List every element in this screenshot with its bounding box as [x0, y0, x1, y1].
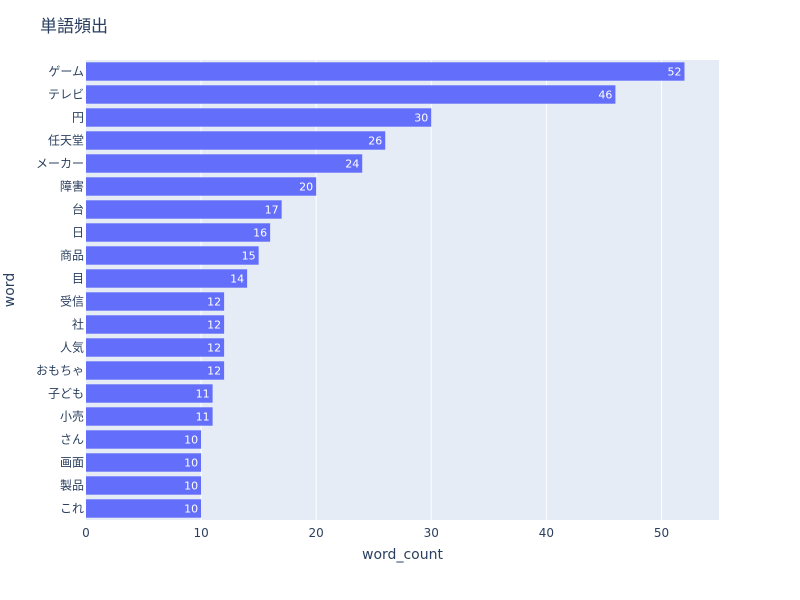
bar-value-label: 30 — [414, 112, 428, 125]
y-tick-label: メーカー — [36, 157, 84, 171]
bar-value-label: 11 — [196, 411, 210, 424]
bar — [86, 177, 317, 196]
bar-value-label: 14 — [230, 273, 244, 286]
bar — [86, 200, 282, 219]
bar-value-label: 11 — [196, 388, 210, 401]
bar-value-labels: 52 46 30 26 24 20 17 16 15 14 12 12 12 12 11 11 10 10 10 10 — [184, 66, 681, 516]
bar — [86, 315, 225, 334]
x-tick-label: 20 — [309, 526, 324, 540]
bar — [86, 246, 259, 265]
bar — [86, 154, 363, 173]
y-tick-label: ゲーム — [48, 65, 84, 79]
y-tick-label: 子ども — [48, 387, 84, 401]
bar-value-label: 52 — [667, 66, 681, 79]
bar-value-label: 10 — [184, 503, 198, 516]
bar-value-label: 20 — [299, 181, 313, 194]
x-tick-label: 50 — [654, 526, 669, 540]
bar — [86, 499, 202, 518]
plot-area — [86, 60, 719, 520]
bar — [86, 476, 202, 495]
y-tick-label: 受信 — [60, 295, 84, 309]
bar — [86, 108, 432, 127]
y-tick-label: これ — [60, 502, 84, 516]
bar — [86, 292, 225, 311]
y-tick-labels: ゲームテレビ円任天堂メーカー障害台日商品目受信社人気おもちゃ子ども小売さん画面製… — [36, 65, 84, 516]
bar — [86, 131, 386, 150]
x-tick-labels: 0 10 20 30 40 50 — [82, 526, 669, 540]
x-axis-title: word_count — [362, 547, 443, 563]
bar — [86, 453, 202, 472]
y-tick-label: 人気 — [60, 340, 84, 355]
bars — [86, 62, 685, 518]
bar-value-label: 46 — [598, 89, 612, 102]
y-tick-label: 社 — [72, 317, 84, 332]
bar-value-label: 12 — [207, 319, 221, 332]
y-tick-label: さん — [60, 433, 84, 447]
y-tick-label: 台 — [72, 202, 84, 217]
y-tick-label: 日 — [72, 226, 84, 240]
y-tick-label: 製品 — [60, 479, 84, 493]
bar-value-label: 12 — [207, 365, 221, 378]
y-tick-label: 商品 — [60, 248, 84, 263]
y-tick-label: テレビ — [48, 88, 84, 102]
bar — [86, 407, 213, 426]
bar — [86, 85, 616, 104]
bar — [86, 338, 225, 357]
y-tick-label: おもちゃ — [36, 364, 84, 378]
bar — [86, 62, 685, 81]
y-tick-label: 任天堂 — [48, 134, 84, 148]
x-tick-label: 40 — [539, 526, 554, 540]
bar-value-label: 12 — [207, 296, 221, 309]
chart-title: 単語頻出 — [40, 17, 108, 37]
bar — [86, 269, 248, 288]
bar-value-label: 12 — [207, 342, 221, 355]
bar-value-label: 10 — [184, 434, 198, 447]
bar-value-label: 15 — [242, 250, 256, 263]
x-tick-label: 30 — [424, 526, 439, 540]
bar-value-label: 24 — [345, 158, 359, 171]
y-tick-label: 目 — [72, 272, 84, 286]
bar-value-label: 26 — [368, 135, 382, 148]
x-tick-label: 10 — [193, 526, 208, 540]
bar — [86, 430, 202, 449]
bar-value-label: 16 — [253, 227, 267, 240]
y-axis-title: word — [2, 273, 18, 307]
bar-value-label: 17 — [265, 204, 279, 217]
bar — [86, 361, 225, 380]
y-tick-label: 小売 — [60, 409, 84, 424]
y-tick-label: 障害 — [60, 179, 84, 194]
y-tick-label: 円 — [72, 111, 84, 125]
x-tick-label: 0 — [82, 526, 90, 540]
bar-value-label: 10 — [184, 480, 198, 493]
y-tick-label: 画面 — [60, 456, 84, 470]
bar-value-label: 10 — [184, 457, 198, 470]
bar — [86, 384, 213, 403]
bar — [86, 223, 271, 242]
